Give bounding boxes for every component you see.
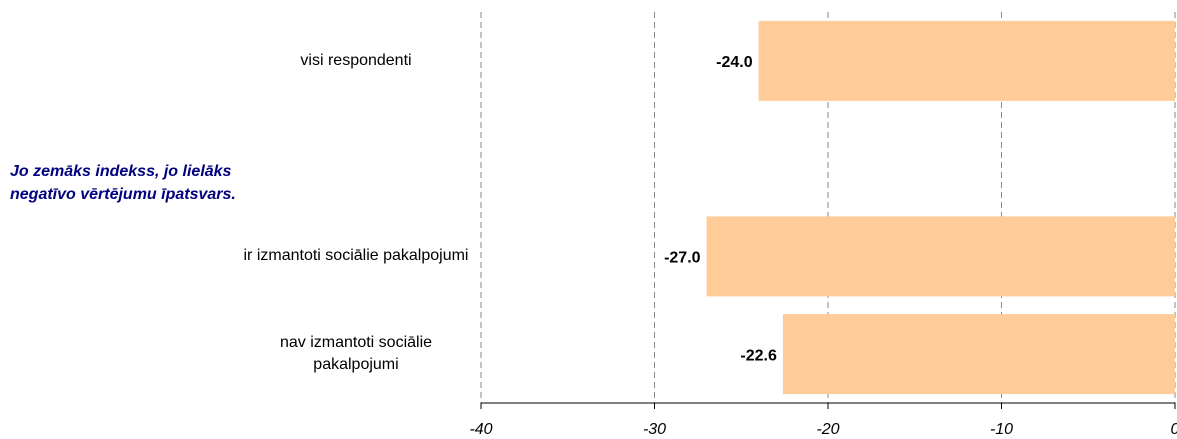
y-tick-label: ir izmantoti sociālie pakalpojumi [243,247,469,265]
y-tick-label: nav izmantoti sociālie pakalpojumi [279,334,433,374]
x-tick-label: -20 [816,421,839,438]
annotation: Jo zemāks indekss, jo lielāks negatīvo v… [10,163,236,203]
bar [782,314,1175,395]
x-tick-label: 0 [1171,421,1177,438]
value-label: -22.6 [740,347,777,364]
value-label: -27.0 [664,250,701,267]
y-tick-label: visi respondenti [300,51,412,69]
value-label: -24.0 [716,54,753,71]
x-tick-label: -10 [990,421,1013,438]
bar [758,20,1175,101]
x-tick-label: -40 [469,421,492,438]
bar [706,216,1175,297]
x-tick-label: -30 [643,421,666,438]
